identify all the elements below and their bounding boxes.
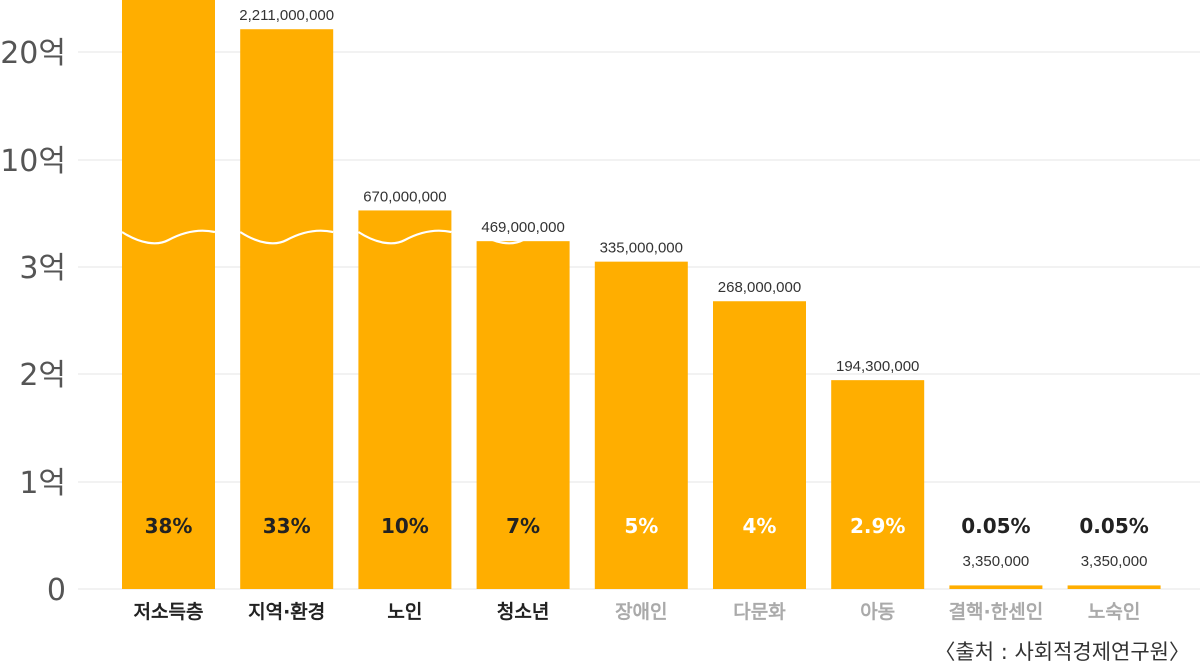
percent-label: 2.9% [850,514,905,538]
y-tick-label: 20억 [0,36,66,71]
value-label: 335,000,000 [600,240,683,257]
bar [240,29,334,590]
bar [713,301,806,589]
category-label: 청소년 [497,601,549,623]
bar [122,0,215,590]
category-label: 장애인 [615,601,667,623]
y-tick-label: 1억 [19,466,66,501]
axis-break-mark [476,229,570,245]
percent-label: 10% [381,514,429,538]
category-label: 결핵·한센인 [949,601,1044,623]
value-label: 3,350,000 [963,553,1030,570]
value-label: 194,300,000 [836,358,919,375]
source-note: 〈출처 : 사회적경제연구원〉 [934,640,1190,664]
bar [594,261,688,589]
y-tick-label: 3억 [19,251,66,286]
percent-label: 7% [506,514,540,538]
percent-label: 38% [145,514,193,538]
value-label: 3,350,000 [1081,553,1148,570]
category-label: 노숙인 [1088,601,1140,623]
y-tick-label: 10억 [0,144,66,179]
bar [1067,585,1161,589]
value-label: 268,000,000 [718,279,801,296]
category-label: 아동 [860,601,895,623]
percent-label: 5% [624,514,658,538]
axis-break-mark [357,229,452,245]
value-label: 670,000,000 [363,188,446,205]
y-tick-label: 0 [47,573,66,608]
category-label: 노인 [387,601,422,623]
bar [831,380,925,589]
y-tick-label: 2억 [19,358,66,393]
percent-label: 0.05% [961,514,1030,538]
bar [476,241,570,589]
category-label: 다문화 [733,601,786,623]
category-label: 저소득층 [134,601,204,623]
value-label: 2,211,000,000 [239,7,334,24]
percent-label: 4% [743,514,777,538]
bar [358,210,452,589]
axis-break-mark [239,229,334,245]
category-label: 지역·환경 [248,601,325,623]
percent-label: 0.05% [1079,514,1148,538]
bar [949,585,1043,589]
axis-break-mark [121,229,216,245]
value-label: 469,000,000 [481,219,564,236]
percent-label: 33% [263,514,311,538]
